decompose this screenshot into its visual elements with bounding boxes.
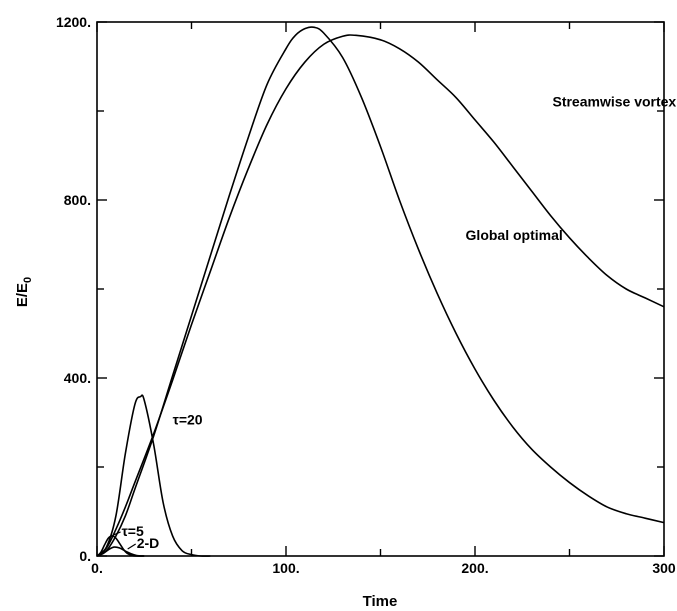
- x-axis-label: Time: [363, 593, 398, 610]
- annotations: Streamwise vortex Global optimal τ=20 τ=52-…: [113, 94, 676, 551]
- series-line-streamwise-vortex: [96, 34, 665, 557]
- y-axis-label-subscript: 0: [22, 277, 34, 283]
- y-tick-label: 400.: [64, 370, 91, 386]
- y-axis-label-main: E/E: [14, 283, 31, 307]
- annotation-leader-tau-5: [113, 531, 121, 536]
- annotation-leader-2-d: [127, 543, 137, 550]
- annotation-streamwise-vortex: Streamwise vortex: [552, 94, 676, 110]
- series-line-tau-20: [96, 394, 211, 557]
- x-tick-label: 300: [652, 560, 676, 576]
- annotation-tau-20: τ=20: [173, 412, 203, 428]
- series-line-2-d: [96, 546, 145, 557]
- y-axis-label: E/E0: [14, 277, 34, 307]
- annotation-2-d: 2-D: [137, 535, 160, 551]
- y-tick-label: 0.: [79, 548, 91, 564]
- plot-frame: [96, 21, 665, 557]
- svg-text:E/E0: E/E0: [14, 277, 34, 307]
- x-tick-label: 200.: [461, 560, 488, 576]
- x-tick-label: 100.: [272, 560, 299, 576]
- tick-labels: 0. 100. 200. 300 0. 400. 800. 1200.: [56, 14, 676, 576]
- series-line-global-optimal: [96, 26, 665, 557]
- x-tick-label: 0.: [91, 560, 103, 576]
- y-tick-label: 800.: [64, 192, 91, 208]
- y-tick-label: 1200.: [56, 14, 91, 30]
- annotation-global-optimal: Global optimal: [466, 227, 563, 243]
- annotation-tau-5: τ=5: [122, 523, 144, 539]
- series-lines: [96, 26, 665, 557]
